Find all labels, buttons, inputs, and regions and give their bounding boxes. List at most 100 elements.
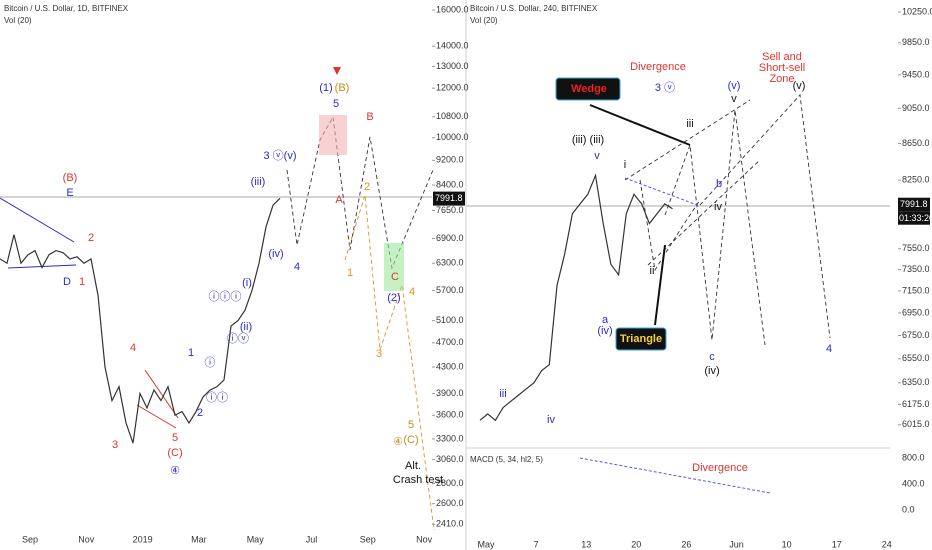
wave-label: (v)	[793, 80, 806, 92]
y-tick-label: 5700.0	[436, 285, 464, 295]
y-tick-label: 7150.0	[902, 285, 930, 295]
wave-label: 5	[172, 432, 178, 444]
wave-label: (i)	[242, 277, 252, 289]
wave-label: 1	[347, 267, 353, 279]
x-tick-label: 17	[832, 539, 842, 549]
title: Bitcoin / U.S. Dollar, 240, BITFINEX	[470, 4, 598, 13]
wave-label: 2	[88, 232, 94, 244]
zone	[319, 115, 347, 155]
y-tick-label: 14000.0	[436, 41, 469, 51]
wave-label: B	[366, 111, 373, 123]
wave-label: (ii)	[240, 321, 252, 333]
x-tick-label: May	[477, 539, 495, 549]
wave-label: (2)	[387, 292, 400, 304]
wave-label: (iv)	[597, 325, 612, 337]
wave-label: c	[709, 351, 715, 363]
volume-label: Vol (20)	[4, 16, 32, 25]
wave-label: E	[66, 187, 73, 199]
macd-tick-label: 400.0	[902, 478, 925, 488]
wave-label: Sell and	[762, 51, 802, 63]
wave-label: iii	[499, 388, 506, 400]
y-tick-label: 7550.0	[902, 243, 930, 253]
trendline	[136, 404, 177, 429]
y-tick-label: 8650.0	[902, 138, 930, 148]
y-tick-label: 9850.0	[902, 37, 930, 47]
last-price-box	[898, 197, 930, 212]
y-tick-label: 9450.0	[902, 69, 930, 79]
zone	[384, 243, 404, 291]
x-tick-label: Mar	[191, 534, 207, 544]
y-tick-label: 4300.0	[436, 361, 464, 371]
wave-label: ⓘⓘ	[206, 391, 228, 404]
wave-label: iii	[686, 118, 693, 130]
wave-label: Crash test	[393, 474, 443, 486]
wave-label: (B)	[63, 172, 78, 184]
callout	[654, 244, 666, 326]
wave-label: 1	[188, 347, 194, 359]
projection	[344, 194, 435, 531]
callout-box	[555, 77, 621, 101]
wave-label: ④	[170, 465, 180, 477]
x-tick-label: Jun	[729, 539, 744, 549]
y-tick-label: 9200.0	[436, 155, 464, 165]
trendline	[144, 369, 179, 419]
y-tick-label: 3300.0	[436, 433, 464, 443]
volume-label: Vol (20)	[470, 16, 498, 25]
y-tick-label: 6300.0	[436, 258, 464, 268]
wave-label: (iv)	[704, 365, 719, 377]
x-tick-label: Sep	[360, 534, 376, 544]
wave-label: (C)	[403, 434, 418, 446]
y-tick-label: 6900.0	[436, 233, 464, 243]
wave-label: 2	[197, 407, 203, 419]
wave-label: v	[594, 150, 600, 162]
y-tick-label: 2600.0	[436, 498, 464, 508]
macd-tick-label: 800.0	[902, 452, 925, 462]
x-tick-label: 24	[882, 539, 892, 549]
price-series	[0, 197, 281, 444]
arrow	[333, 67, 341, 75]
x-tick-label: 13	[581, 539, 591, 549]
wave-label: b	[716, 178, 722, 190]
wave-label: (B)	[335, 82, 350, 94]
y-tick-label: 6015.0	[902, 419, 930, 429]
wave-label: v	[731, 93, 737, 105]
wave-label: i	[624, 159, 626, 171]
wave-label: Triangle	[620, 333, 662, 345]
y-tick-label: 7350.0	[902, 264, 930, 274]
callout	[589, 104, 691, 146]
y-tick-label: 6350.0	[902, 377, 930, 387]
wave-label: iv	[547, 414, 555, 426]
x-tick-label: 7	[534, 539, 539, 549]
y-tick-label: 10000.0	[436, 132, 469, 142]
y-tick-label: 3900.0	[436, 388, 464, 398]
wave-label: 3 ⓥ	[655, 81, 675, 94]
callout-box	[615, 327, 667, 351]
y-tick-label: 2800.0	[436, 478, 464, 488]
trendline	[0, 197, 75, 243]
y-tick-label: 12000.0	[436, 83, 469, 93]
wave-label: (iii) (iii)	[572, 134, 604, 146]
wave-label: Alt.	[405, 460, 421, 472]
wave-label: 5	[408, 419, 414, 431]
x-tick-label: Nov	[78, 534, 95, 544]
wave-label: 1	[79, 276, 85, 288]
title: Bitcoin / U.S. Dollar, 1D, BITFINEX	[4, 4, 129, 13]
x-tick-label: 10	[782, 539, 792, 549]
y-tick-label: 8250.0	[902, 174, 930, 184]
wave-label: Divergence	[692, 462, 748, 474]
y-tick-label: 7650.0	[436, 205, 464, 215]
wave-label: 4	[294, 261, 300, 273]
wave-label: Divergence	[630, 61, 686, 73]
wave-label: A	[335, 194, 343, 206]
y-tick-label: 6750.0	[902, 330, 930, 340]
y-tick-label: 10800.0	[436, 111, 469, 121]
y-tick-label: 8400.0	[436, 179, 464, 189]
wave-label: Short-sell	[759, 62, 805, 74]
wave-label: Zone	[769, 73, 794, 85]
y-tick-label: 10250.0	[902, 6, 932, 16]
wave-label: ii	[650, 265, 655, 277]
countdown-box	[898, 211, 930, 225]
x-tick-label: 26	[681, 539, 691, 549]
x-tick-label: May	[247, 534, 265, 544]
wave-label: D	[63, 276, 71, 288]
